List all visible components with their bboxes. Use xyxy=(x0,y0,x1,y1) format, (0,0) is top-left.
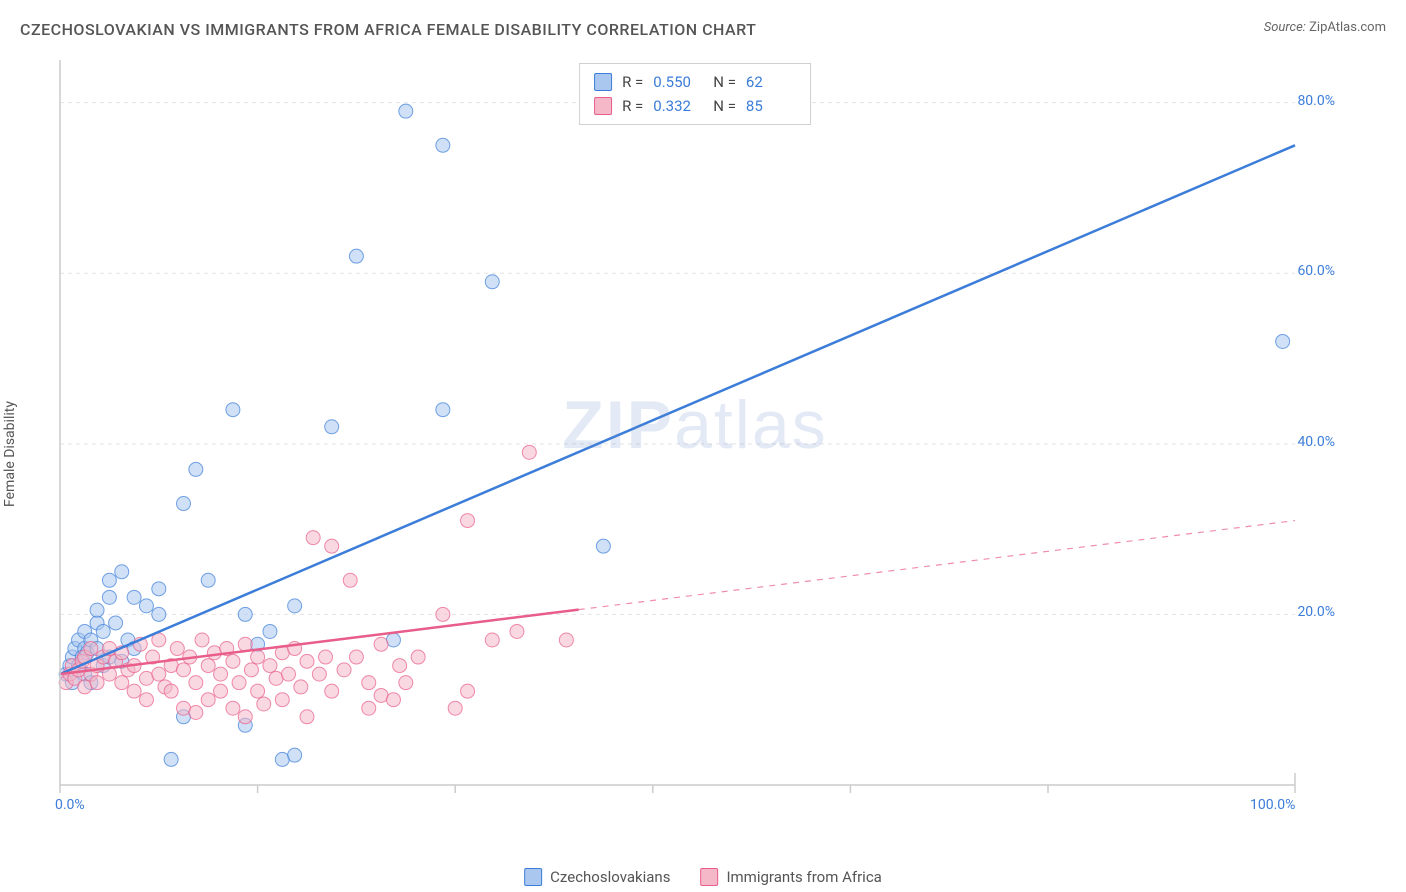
source-attribution: Source: ZipAtlas.com xyxy=(1264,20,1386,35)
y-axis-label: Female Disability xyxy=(2,401,18,507)
legend-label-africa: Immigrants from Africa xyxy=(726,868,881,886)
swatch-africa-legend xyxy=(700,868,718,886)
n-value-czech: 62 xyxy=(746,70,796,94)
chart-title: CZECHOSLOVAKIAN VS IMMIGRANTS FROM AFRIC… xyxy=(20,20,756,39)
swatch-czech xyxy=(594,73,612,91)
r-value-africa: 0.332 xyxy=(653,94,703,118)
y-tick-label: 20.0% xyxy=(1297,604,1335,620)
source-value: ZipAtlas.com xyxy=(1309,20,1386,35)
legend-item-africa: Immigrants from Africa xyxy=(700,868,881,886)
r-value-czech: 0.550 xyxy=(653,70,703,94)
y-tick-label: 40.0% xyxy=(1297,434,1335,450)
stats-box: R = 0.550 N = 62 R = 0.332 N = 85 xyxy=(579,63,811,125)
y-tick-label: 60.0% xyxy=(1297,263,1335,279)
swatch-czech-legend xyxy=(524,868,542,886)
source-label: Source: xyxy=(1264,20,1306,35)
n-label: N = xyxy=(713,94,736,118)
legend-item-czech: Czechoslovakians xyxy=(524,868,670,886)
stats-row-africa: R = 0.332 N = 85 xyxy=(594,94,796,118)
r-label: R = xyxy=(622,70,643,94)
n-value-africa: 85 xyxy=(746,94,796,118)
swatch-africa xyxy=(594,97,612,115)
legend-label-czech: Czechoslovakians xyxy=(550,868,670,886)
x-tick-label: 100.0% xyxy=(1250,797,1295,813)
chart-area: ZIPatlas R = 0.550 N = 62 R = 0.332 N = … xyxy=(55,55,1335,825)
header: CZECHOSLOVAKIAN VS IMMIGRANTS FROM AFRIC… xyxy=(20,20,1386,39)
stats-row-czech: R = 0.550 N = 62 xyxy=(594,70,796,94)
legend: Czechoslovakians Immigrants from Africa xyxy=(524,868,882,886)
y-tick-label: 80.0% xyxy=(1297,93,1335,109)
x-tick-label: 0.0% xyxy=(55,797,85,813)
scatter-plot xyxy=(55,55,1335,825)
n-label: N = xyxy=(713,70,736,94)
r-label: R = xyxy=(622,94,643,118)
